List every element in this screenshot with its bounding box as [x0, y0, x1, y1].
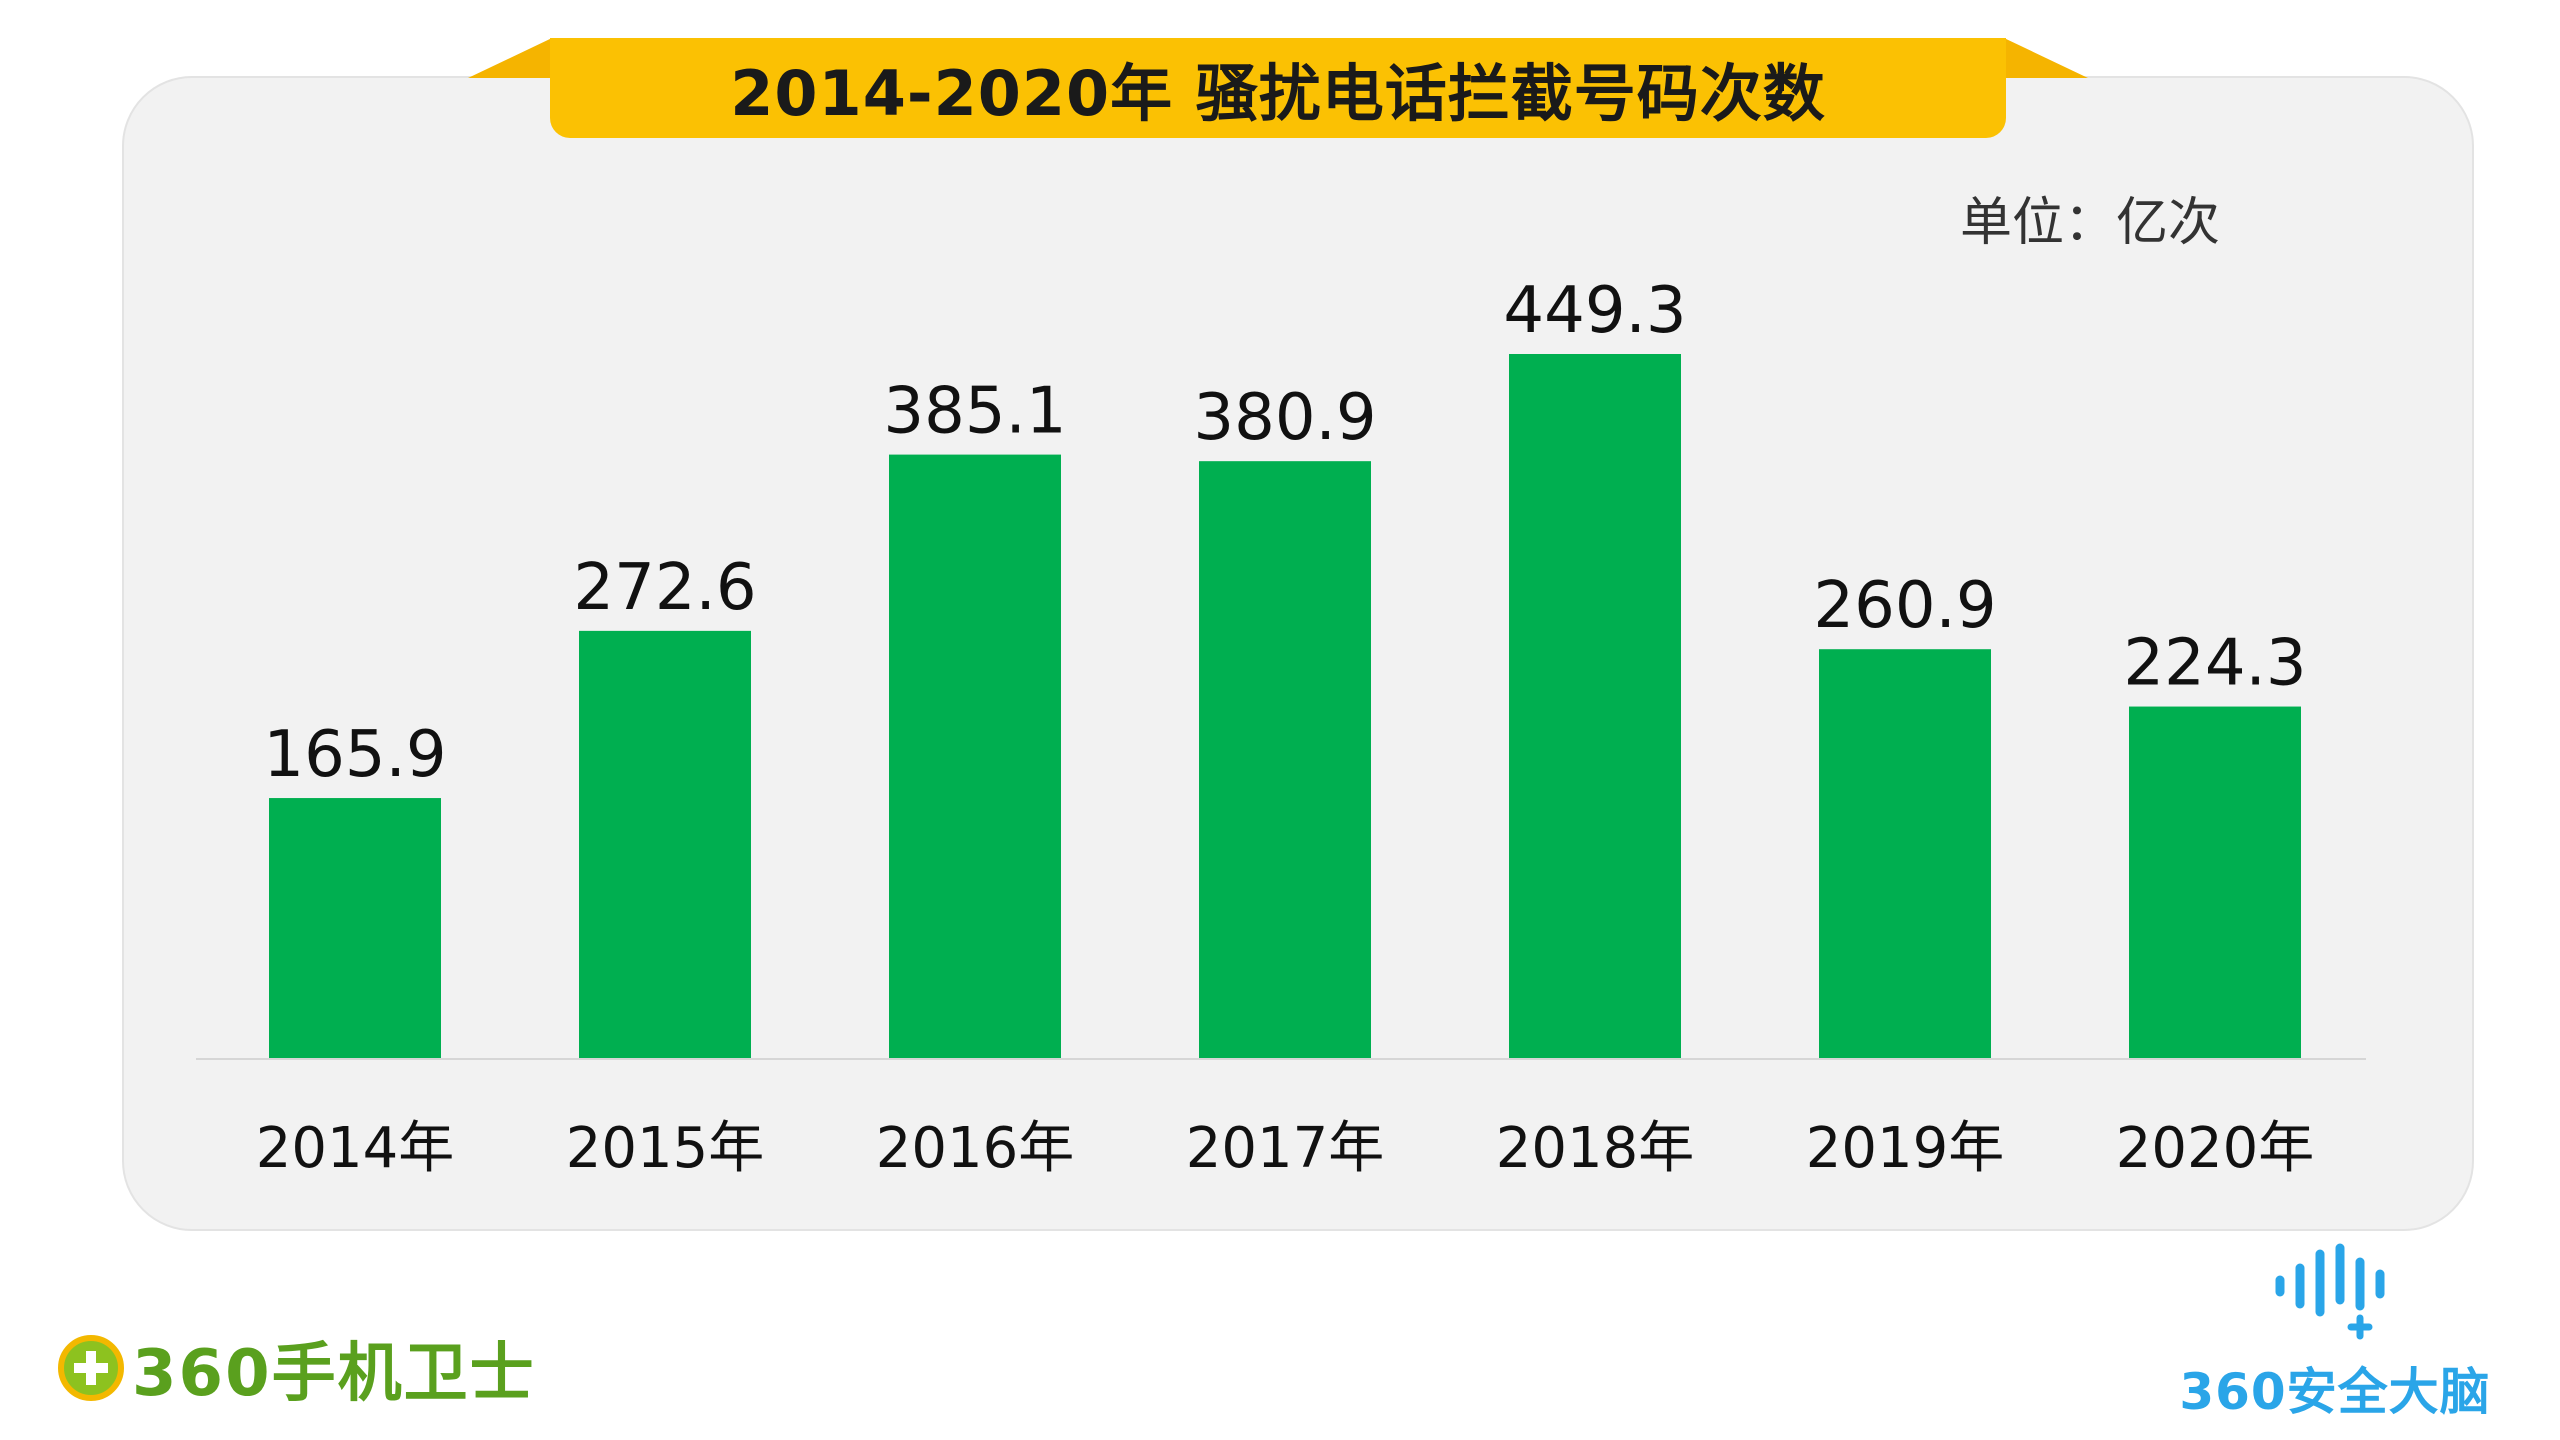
value-label-5: 260.9: [1813, 569, 1996, 643]
bar-1: [579, 630, 751, 1058]
logo-360-security-brain: 360安全大脑: [2170, 1240, 2500, 1421]
title-bar: 2014-2020年 骚扰电话拦截号码次数: [550, 38, 2006, 138]
category-label-2: 2016年: [876, 1116, 1075, 1181]
category-label-3: 2017年: [1186, 1116, 1385, 1181]
value-label-2: 385.1: [883, 375, 1066, 449]
title-banner-wing-left: [468, 38, 552, 78]
left-logo-text: 360手机卫士: [132, 1337, 536, 1411]
plus-circle-icon: [58, 1335, 124, 1401]
chart-title: 2014-2020年 骚扰电话拦截号码次数: [730, 57, 1826, 130]
category-label-4: 2018年: [1496, 1116, 1695, 1181]
value-label-0: 165.9: [263, 718, 446, 792]
value-label-6: 224.3: [2123, 627, 2306, 701]
title-banner-wing-right: [2004, 38, 2088, 78]
bar-5: [1819, 649, 1991, 1058]
category-label-6: 2020年: [2116, 1116, 2315, 1181]
bar-2: [889, 454, 1061, 1058]
category-label-0: 2014年: [256, 1116, 455, 1181]
title-banner: 2014-2020年 骚扰电话拦截号码次数: [468, 38, 2088, 138]
sound-wave-icon: [2275, 1243, 2385, 1340]
bar-0: [269, 798, 441, 1058]
value-label-3: 380.9: [1193, 381, 1376, 455]
value-label-1: 272.6: [573, 551, 756, 625]
logo-360-mobile-guard: 360手机卫士: [58, 1330, 536, 1411]
value-label-4: 449.3: [1503, 274, 1686, 348]
category-label-5: 2019年: [1806, 1116, 2005, 1181]
bar-6: [2129, 706, 2301, 1058]
bar-3: [1199, 461, 1371, 1059]
category-label-1: 2015年: [566, 1116, 765, 1181]
right-logo-text: 360安全大脑: [2179, 1363, 2491, 1421]
bar-4: [1509, 354, 1681, 1058]
unit-label: 单位：亿次: [1960, 193, 2221, 253]
